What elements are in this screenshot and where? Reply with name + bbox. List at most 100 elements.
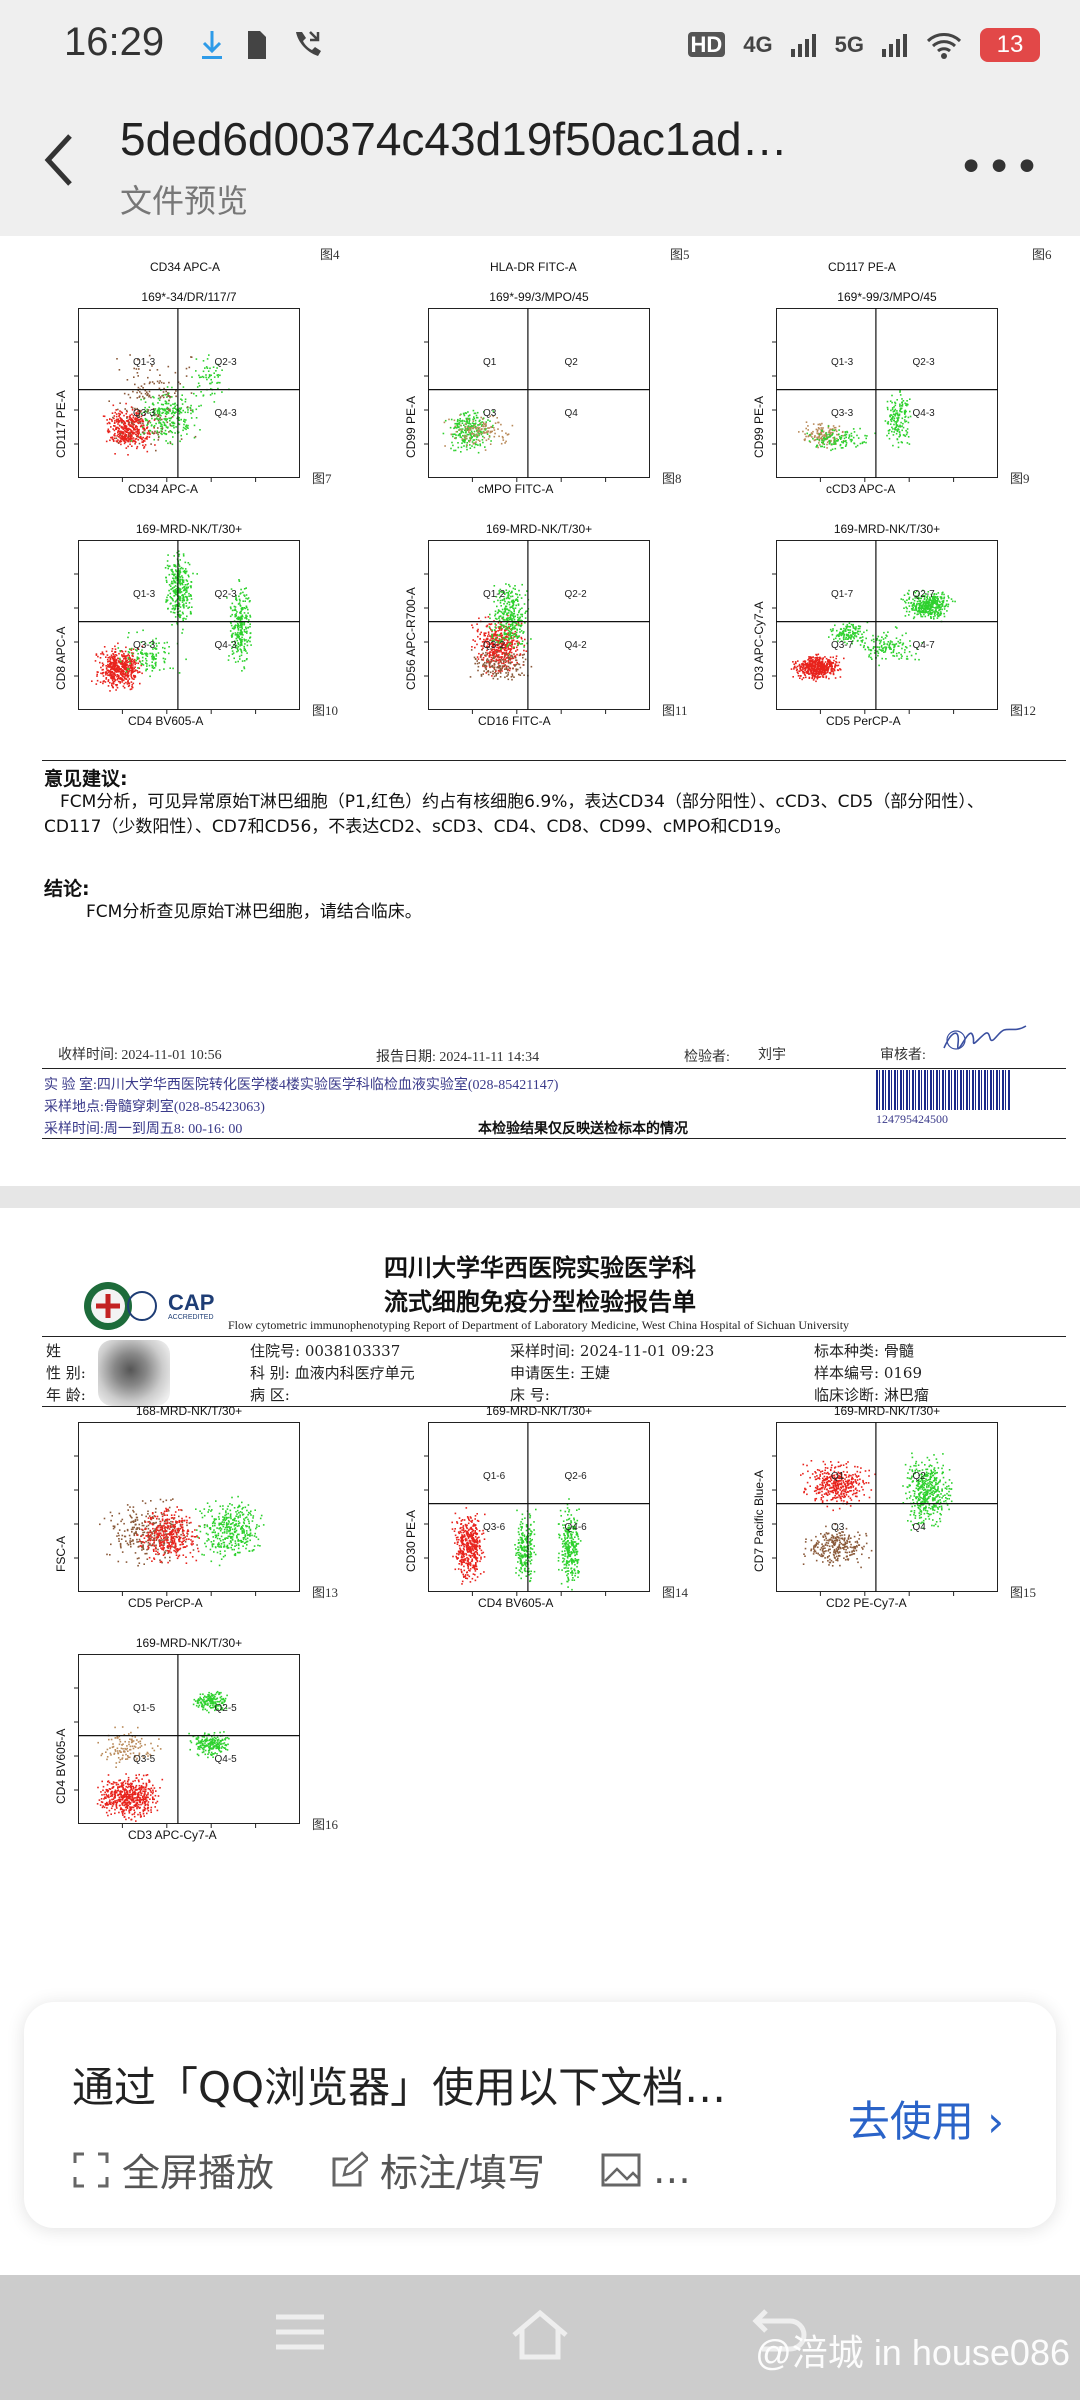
quadrant-label: Q4-3 [215,640,238,651]
back-arrow-icon[interactable] [40,130,80,190]
quadrant-label: Q4-5 [215,1754,238,1765]
quadrant-label: Q3-3 [133,640,156,651]
file-title: 5ded6d00374c43d19f50ac1ad… [120,113,788,165]
wifi-icon [926,33,962,59]
sample-number: 样本编号: 0169 [814,1364,922,1382]
disclaimer: 本检验结果仅反映送检标本的情况 [478,1121,688,1137]
document-preview[interactable]: CD34 APC-A 图4 HLA-DR FITC-A 图5 CD117 PE-… [0,236,1080,2176]
more-menu-icon[interactable]: ••• [958,142,1042,193]
report-page-1: CD34 APC-A 图4 HLA-DR FITC-A 图5 CD117 PE-… [0,236,1080,1186]
quadrant-label: Q4-7 [913,640,936,651]
quadrant-label: Q1-3 [831,357,854,368]
battery-icon: 13 [980,28,1040,62]
conclusion-heading: 结论: [44,878,90,900]
reviewer-signature [943,1025,1027,1050]
quadrant-label: Q3 [831,1522,845,1533]
plot-title: 169*-99/3/MPO/45 [489,290,589,304]
image-icon [601,2153,641,2186]
plot-title: 169-MRD-NK/T/30+ [485,1404,593,1418]
signal-icon [790,34,816,57]
report-header-title: 流式细胞免疫分型检验报告单 [384,1287,696,1316]
qq-browser-banner[interactable]: 通过「QQ浏览器」使用以下文档… 去使用 › 全屏播放 标注/填写 … [24,2002,1056,2228]
quadrant-label: Q1 [483,357,497,368]
quadrant-label: Q2-6 [565,1471,588,1482]
plot-area: Q1-2 Q2-2 Q3-2 Q4-2 [424,540,650,714]
fullscreen-button[interactable]: 全屏播放 [72,2142,274,2197]
x-axis-label: CD5 PerCP-A [128,1596,203,1610]
network-4g: 4G [743,32,773,57]
quadrant-label: Q2-3 [215,357,238,368]
opinion-heading: 意见建议: [44,768,128,790]
quadrant-label: Q3-7 [831,640,854,651]
reviewer-label: 审核者: [880,1048,926,1063]
back-icon[interactable] [748,2307,808,2361]
admission-number: 住院号: 0038103337 [250,1342,401,1360]
figure-number: 图11 [662,703,688,718]
age-label: 年 龄: [46,1386,86,1404]
x-axis-label: CD4 BV605-A [128,714,204,728]
divider [42,1336,1066,1337]
banner-text: 通过「QQ浏览器」使用以下文档… [72,2063,727,2112]
page-separator [0,1186,1080,1208]
cap-accredited: ACCREDITED [168,1314,214,1321]
report-date: 报告日期: 2024-11-11 14:34 [376,1050,540,1065]
annotate-button[interactable]: 标注/填写 [330,2142,545,2197]
axis-label: HLA-DR FITC-A [490,260,577,274]
signal-icon-2 [882,34,907,57]
specimen-type: 标本种类: 骨髓 [814,1342,914,1360]
quadrant-label: Q2-5 [215,1703,238,1714]
quadrant-label: Q4 [565,408,579,419]
plot-area: Q1 Q2 Q3 Q4 [424,308,650,482]
flow-plot-12: 169-MRD-NK/T/30+ Q1-7 Q2-7 Q3-7 Q4-7 CD5 PerC… [740,522,1060,752]
plot-title: 169-MRD-NK/T/30+ [135,1636,243,1650]
cap-logo: CAP [168,1290,215,1315]
x-axis-label: CD4 BV605-A [478,1596,554,1610]
y-axis-label: CD30 PE-A [404,1509,418,1572]
y-axis-label: CD56 APC-R700-A [404,587,418,690]
quadrant-label: Q1-3 [133,357,156,368]
axis-label: CD117 PE-A [828,260,896,274]
plot-area: Q1-3 Q2-3 Q3-3 Q4-3 [74,540,300,714]
sampling-time: 采样时间: 2024-11-01 09:23 [510,1342,715,1360]
quadrant-label: Q1-2 [483,589,506,600]
x-axis-label: CD3 APC-Cy7-A [128,1828,217,1842]
figure-number: 图6 [1032,247,1052,262]
quadrant-label: Q2 [913,1471,927,1482]
bed-number: 床 号: [510,1386,550,1404]
figure-number: 图16 [312,1817,339,1832]
quadrant-label: Q4-6 [565,1522,588,1533]
redacted-name [98,1340,170,1406]
plot-area: Q1-3 Q2-3 Q3-3 Q4-3 [74,308,300,482]
figure-number: 图10 [312,703,339,718]
plot-title: 169-MRD-NK/T/30+ [485,522,593,536]
inspector-label: 检验者: [684,1050,730,1065]
home-icon[interactable] [508,2307,572,2361]
opinion-text: FCM分析，可见异常原始T淋巴细胞（P1,红色）约占有核细胞6.9%，表达CD3… [44,792,984,837]
image-more-button[interactable]: … [601,2148,691,2192]
flow-plot-15: 169-MRD-NK/T/30+ Q1 Q2 Q3 Q4 CD2 PE-Cy7-A CD7 … [740,1404,1060,1634]
download-icon [202,31,222,59]
figure-number: 图4 [320,247,340,262]
lab-info: 实 验 室:四川大学华西医院转化医学楼4楼实验医学科临检血液实验室(028-85… [44,1078,559,1093]
y-axis-label: CD99 PE-A [404,395,418,458]
edit-icon [332,2150,369,2186]
sim-icon [248,31,266,59]
menu-icon[interactable] [272,2307,328,2357]
use-now-button[interactable]: 去使用 › [847,2097,1004,2146]
quadrant-label: Q4-3 [215,408,238,419]
quadrant-label: Q3-3 [133,408,156,419]
x-axis-label: CD5 PerCP-A [826,714,901,728]
y-axis-label: CD8 APC-A [54,626,68,690]
file-preview-label: 文件预览 [120,182,249,220]
flow-plot-10: 169-MRD-NK/T/30+ Q1-3 Q2-3 Q3-3 Q4-3 CD4 BV60… [42,522,362,752]
x-axis-label: CD2 PE-Cy7-A [826,1596,907,1610]
divider [42,760,1066,761]
flow-plot-14: 169-MRD-NK/T/30+ Q1-6 Q2-6 Q3-6 Q4-6 CD4 BV60… [392,1404,712,1634]
quadrant-label: Q4 [913,1522,927,1533]
quadrant-label: Q1-6 [483,1471,506,1482]
status-time: 16:29 [64,20,165,64]
quadrant-label: Q1-5 [133,1703,156,1714]
plot-area: Q1-6 Q2-6 Q3-6 Q4-6 [424,1422,650,1596]
quadrant-label: Q2-3 [913,357,936,368]
plot-title: 169*-99/3/MPO/45 [837,290,937,304]
